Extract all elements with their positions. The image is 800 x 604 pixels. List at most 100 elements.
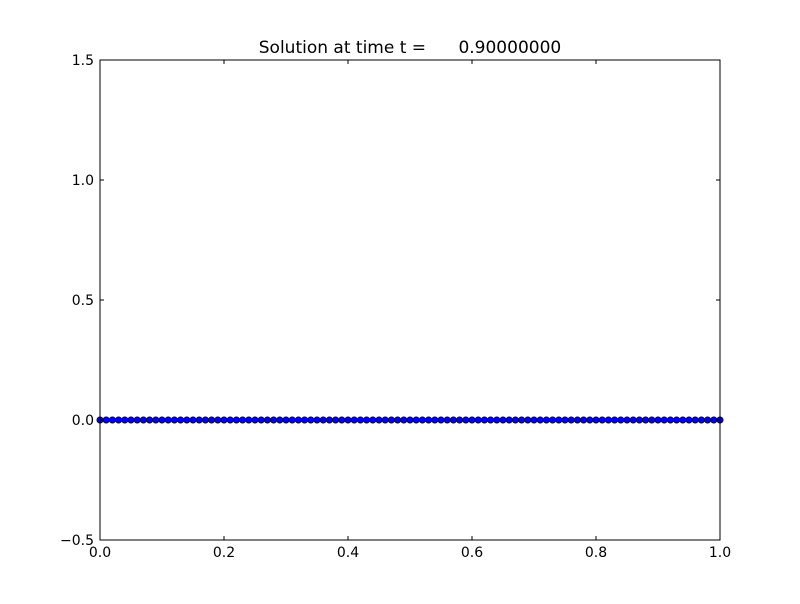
- data-point: [239, 416, 247, 424]
- data-point: [189, 416, 197, 424]
- data-point: [325, 416, 333, 424]
- data-point: [332, 416, 340, 424]
- y-tick-label: 1.5: [72, 53, 94, 69]
- data-point: [524, 416, 532, 424]
- data-point: [456, 416, 464, 424]
- data-point: [412, 416, 420, 424]
- data-point: [251, 416, 259, 424]
- data-point: [350, 416, 358, 424]
- data-point: [561, 416, 569, 424]
- data-point: [418, 416, 426, 424]
- data-point: [592, 416, 600, 424]
- y-tick-label: 0.0: [72, 413, 94, 429]
- data-point: [493, 416, 501, 424]
- x-tick-label: 0.4: [337, 545, 359, 561]
- data-point: [301, 416, 309, 424]
- data-point: [480, 416, 488, 424]
- data-point: [604, 416, 612, 424]
- data-point: [400, 416, 408, 424]
- data-point: [338, 416, 346, 424]
- y-tick-label: −0.5: [60, 533, 94, 549]
- data-point: [443, 416, 451, 424]
- data-point: [685, 416, 693, 424]
- data-point: [474, 416, 482, 424]
- data-point: [704, 416, 712, 424]
- axis-ticks: 0.0 0.2 0.4 0.6 0.8 1.0−0.50.00.51.01.5: [60, 53, 731, 561]
- data-point: [201, 416, 209, 424]
- data-point: [208, 416, 216, 424]
- data-point: [629, 416, 637, 424]
- data-point: [344, 416, 352, 424]
- data-point: [598, 416, 606, 424]
- data-point: [518, 416, 526, 424]
- data-point: [617, 416, 625, 424]
- data-point: [530, 416, 538, 424]
- plot-area-frame: [99, 59, 721, 541]
- data-point: [505, 416, 513, 424]
- data-point: [449, 416, 457, 424]
- data-point: [108, 416, 116, 424]
- data-point: [542, 416, 550, 424]
- y-tick-label: 1.0: [72, 173, 94, 189]
- data-point: [164, 416, 172, 424]
- data-point: [611, 416, 619, 424]
- data-point: [635, 416, 643, 424]
- data-markers: [96, 416, 724, 424]
- data-point: [183, 416, 191, 424]
- data-point: [195, 416, 203, 424]
- data-point: [642, 416, 650, 424]
- data-point: [307, 416, 315, 424]
- data-point: [425, 416, 433, 424]
- data-point: [679, 416, 687, 424]
- data-point: [288, 416, 296, 424]
- data-point: [121, 416, 129, 424]
- data-point: [381, 416, 389, 424]
- data-point: [697, 416, 705, 424]
- data-point: [666, 416, 674, 424]
- data-point: [573, 416, 581, 424]
- data-point: [431, 416, 439, 424]
- data-point: [263, 416, 271, 424]
- data-point: [319, 416, 327, 424]
- data-point: [214, 416, 222, 424]
- data-point: [276, 416, 284, 424]
- data-point: [369, 416, 377, 424]
- data-point: [127, 416, 135, 424]
- data-point: [375, 416, 383, 424]
- data-point: [499, 416, 507, 424]
- chart-title: Solution at time t = 0.90000000: [259, 38, 561, 58]
- data-point: [220, 416, 228, 424]
- data-point: [462, 416, 470, 424]
- data-point: [406, 416, 414, 424]
- data-point: [282, 416, 290, 424]
- x-tick-label: 0.8: [585, 545, 607, 561]
- data-point: [536, 416, 544, 424]
- data-point: [270, 416, 278, 424]
- data-point: [549, 416, 557, 424]
- data-point: [158, 416, 166, 424]
- data-point: [487, 416, 495, 424]
- data-point: [648, 416, 656, 424]
- data-point: [133, 416, 141, 424]
- x-tick-label: 1.0: [709, 545, 731, 561]
- data-point: [294, 416, 302, 424]
- data-point: [660, 416, 668, 424]
- y-tick-label: 0.5: [72, 293, 94, 309]
- data-point: [313, 416, 321, 424]
- x-tick-label: 0.6: [461, 545, 483, 561]
- data-point: [232, 416, 240, 424]
- data-point: [394, 416, 402, 424]
- data-point: [115, 416, 123, 424]
- data-point: [245, 416, 253, 424]
- data-point: [226, 416, 234, 424]
- data-point: [555, 416, 563, 424]
- data-point: [356, 416, 364, 424]
- data-point: [152, 416, 160, 424]
- data-point: [623, 416, 631, 424]
- data-point: [177, 416, 185, 424]
- data-point: [673, 416, 681, 424]
- x-tick-label: 0.2: [213, 545, 235, 561]
- data-point: [654, 416, 662, 424]
- data-point: [586, 416, 594, 424]
